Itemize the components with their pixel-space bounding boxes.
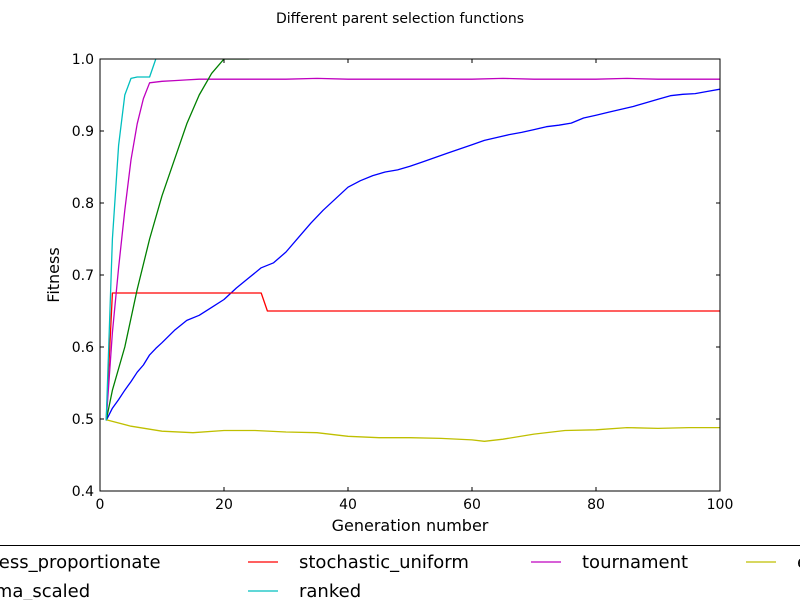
x-tick-label: 20: [215, 497, 233, 513]
x-tick-label: 40: [339, 497, 357, 513]
y-axis-label: Fitness: [44, 247, 63, 302]
legend-label: ranked: [299, 581, 361, 600]
legend-label: fitness_proportionate: [0, 552, 161, 573]
x-axis: 0 20 40 60 80 100: [96, 59, 734, 513]
y-tick-label: 0.8: [72, 196, 94, 212]
y-tick-label: 0.5: [72, 412, 94, 428]
y-tick-label: 1.0: [72, 52, 94, 68]
chart-title: Different parent selection functions: [276, 11, 524, 27]
plot-background: [100, 59, 720, 491]
y-tick-label: 0.6: [72, 340, 94, 356]
x-tick-label: 100: [707, 497, 734, 513]
legend-label: tournament: [582, 552, 688, 573]
series-layer: [105, 59, 720, 442]
legend-label: sigma_scaled: [0, 581, 90, 600]
y-tick-label: 0.9: [72, 124, 94, 140]
x-tick-label: 80: [587, 497, 605, 513]
y-tick-label: 0.4: [72, 484, 94, 500]
y-tick-label: 0.7: [72, 268, 94, 284]
series-line-sigma-scaled: [105, 59, 249, 421]
legend-label: e: [797, 552, 800, 573]
legend: fitness_proportionate stochastic_uniform t…: [0, 545, 800, 600]
legend-items: fitness_proportionate stochastic_uniform t…: [0, 552, 800, 600]
legend-label: stochastic_uniform: [299, 552, 469, 573]
series-line-stochastic-uniform: [105, 292, 720, 421]
series-line-fitness-proportionate: [105, 88, 720, 421]
series-line-tournament: [105, 77, 720, 421]
x-tick-label: 0: [96, 497, 105, 513]
x-tick-label: 60: [463, 497, 481, 513]
y-axis: 0.4 0.5 0.6 0.7 0.8 0.9 1.0: [72, 52, 720, 500]
series-line-ranked: [105, 59, 157, 421]
series-line-e: [106, 419, 720, 442]
plot-area: 0 20 40 60 80 100 0.4 0.5 0.6 0.7 0.8 0.9 1.0: [72, 52, 734, 513]
x-axis-label: Generation number: [332, 516, 489, 535]
